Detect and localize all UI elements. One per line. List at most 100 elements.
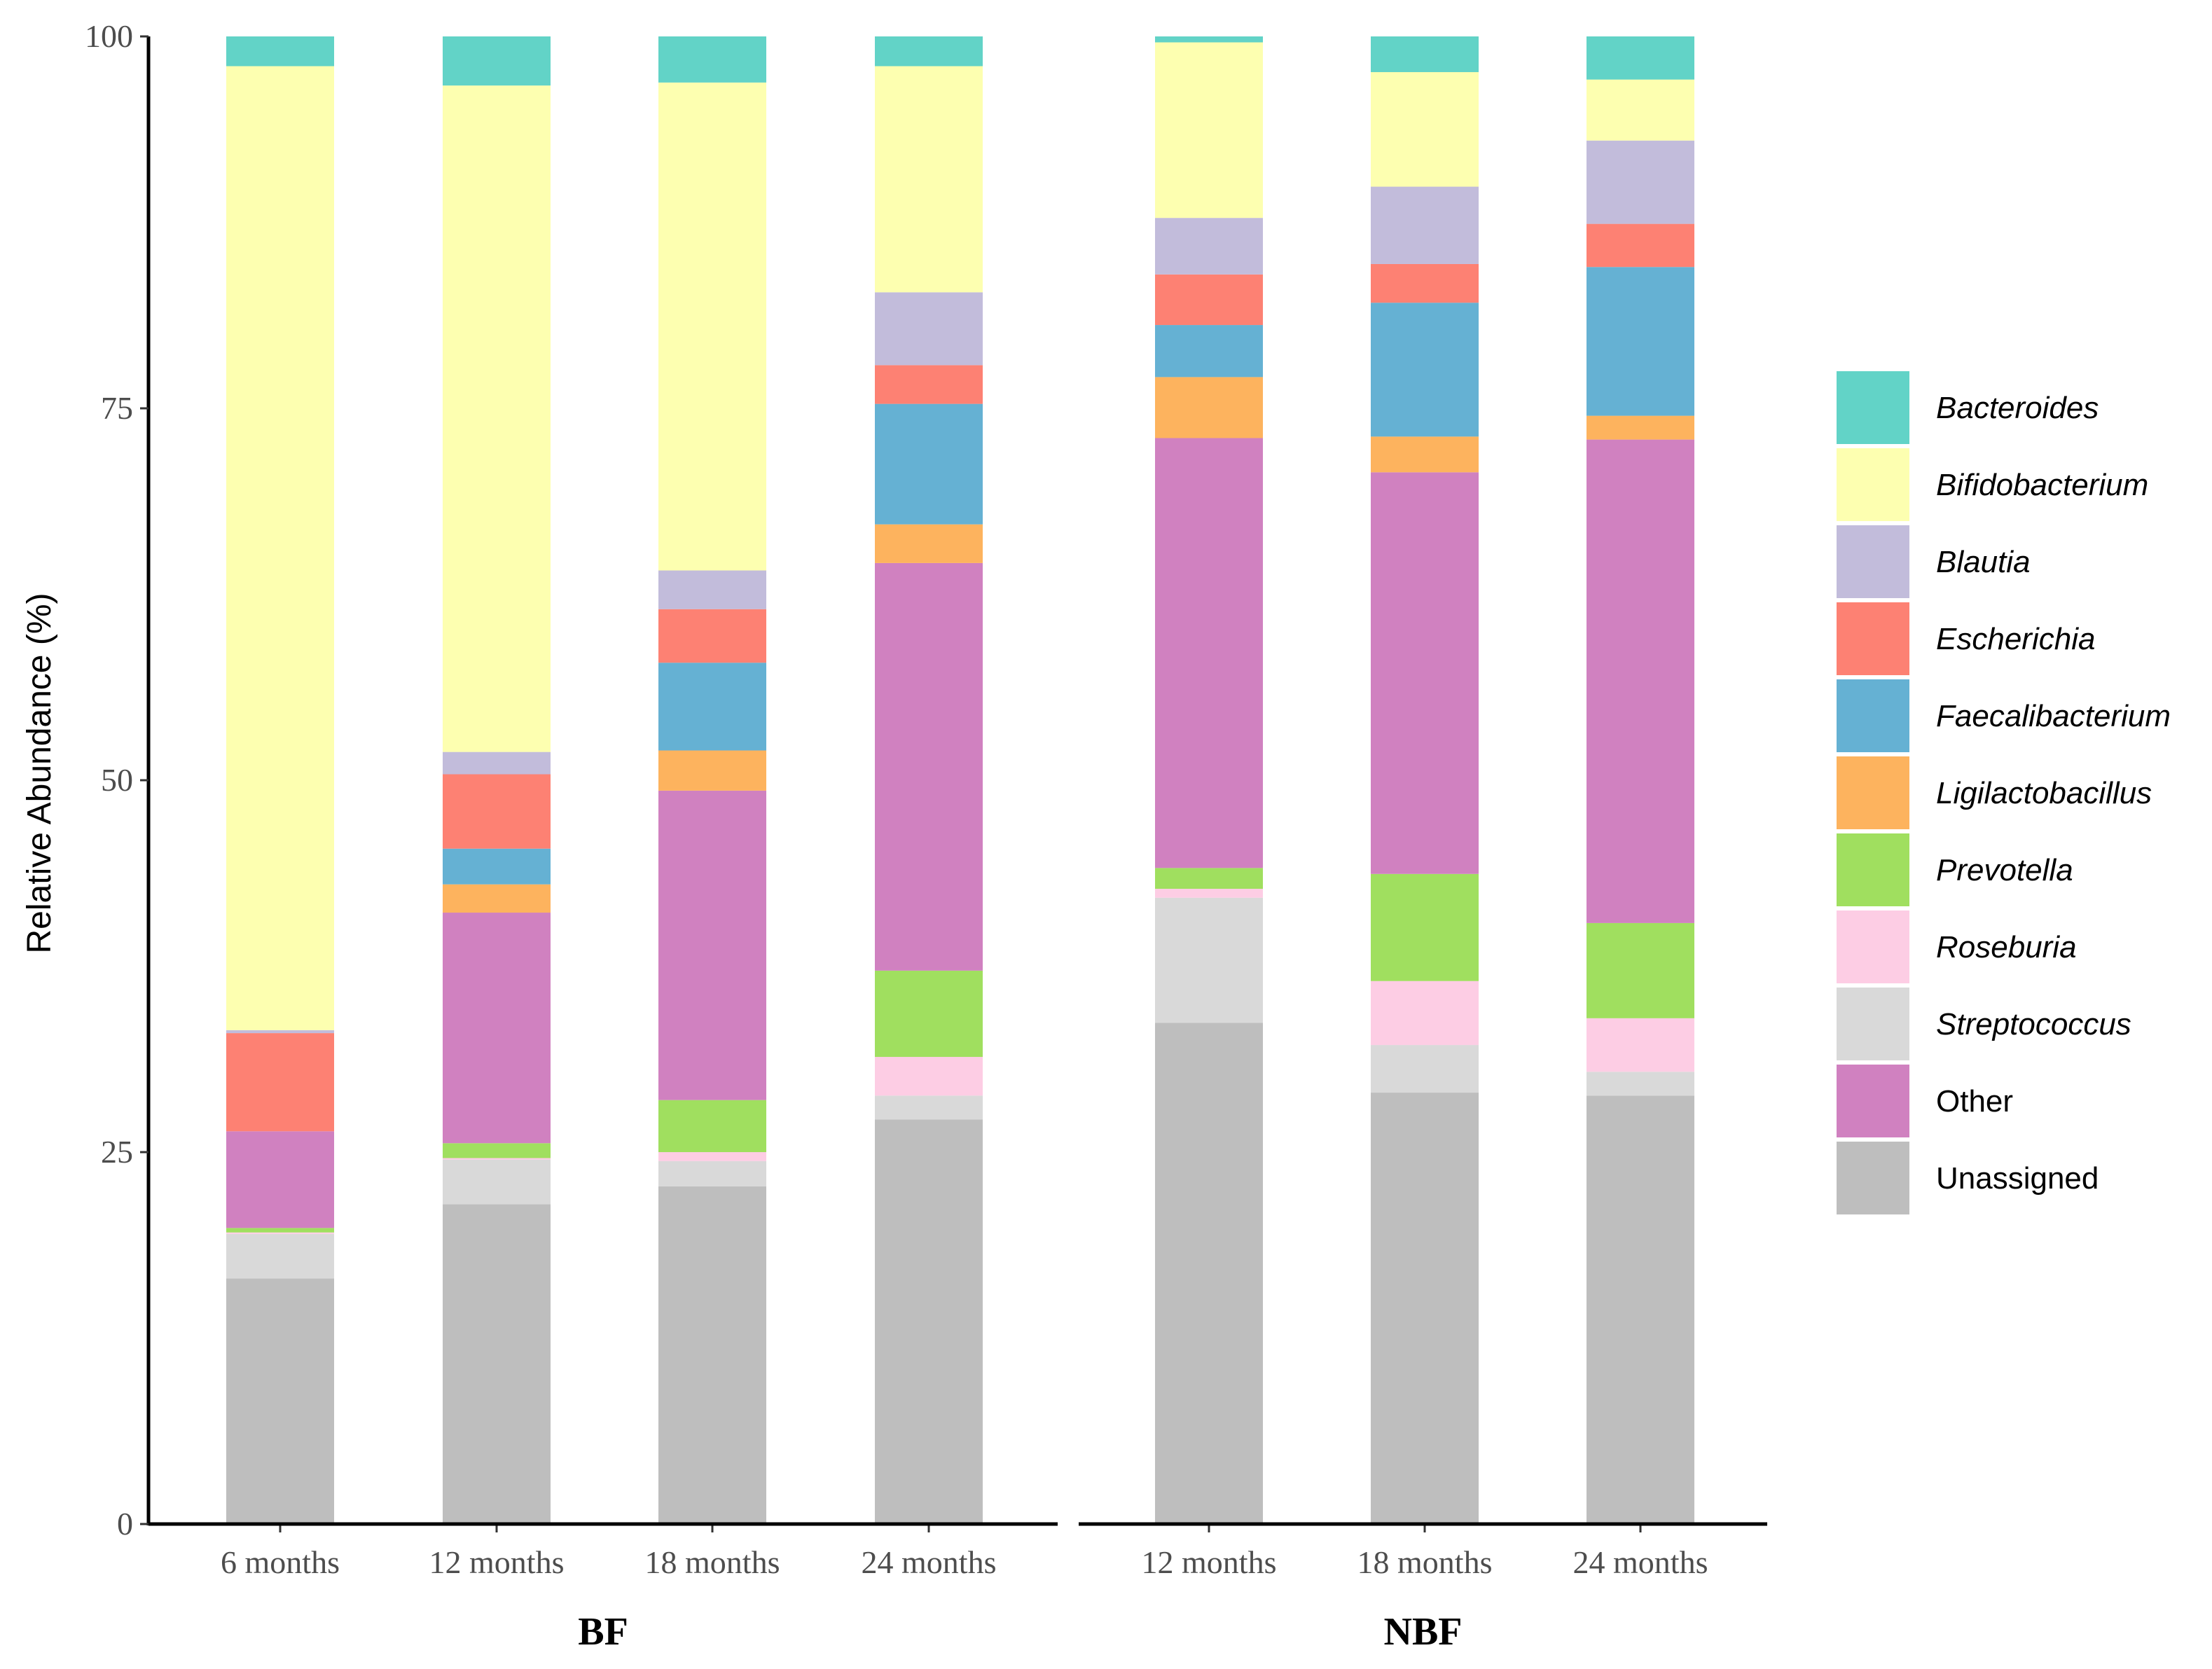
bar-segment-bf-18-months-other — [658, 790, 766, 1100]
legend-swatch-prevotella — [1837, 833, 1909, 906]
bar-segment-bf-24-months-unassigned — [875, 1119, 983, 1524]
y-tick-label: 25 — [101, 1134, 133, 1170]
x-tick-label: 12 months — [429, 1544, 565, 1580]
bar-segment-nbf-18-months-streptococcus — [1371, 1045, 1479, 1093]
bar-segment-bf-12-months-streptococcus — [443, 1159, 551, 1205]
legend-label-unassigned: Unassigned — [1936, 1161, 2099, 1196]
bar-segment-bf-12-months-blautia — [443, 752, 551, 775]
y-tick-label: 0 — [117, 1506, 133, 1542]
bar-segment-bf-18-months-bacteroides — [658, 36, 766, 83]
bar-segment-bf-24-months-bacteroides — [875, 36, 983, 67]
bar-segment-bf-24-months-prevotella — [875, 970, 983, 1058]
x-tick-label: 24 months — [1573, 1544, 1708, 1580]
x-tick-label: 24 months — [862, 1544, 997, 1580]
legend-label-ligilactobacillus: Ligilactobacillus — [1936, 776, 2152, 810]
legend-label-bifidobacterium: Bifidobacterium — [1936, 468, 2148, 502]
bar-segment-nbf-24-months-escherichia — [1587, 223, 1694, 268]
bar-segment-nbf-12-months-bifidobacterium — [1155, 42, 1263, 219]
bar-segment-bf-24-months-faecalibacterium — [875, 403, 983, 525]
bar-segment-bf-12-months-unassigned — [443, 1204, 551, 1524]
bar-segment-nbf-12-months-escherichia — [1155, 274, 1263, 326]
bar-segment-bf-6-months-bifidobacterium — [226, 66, 334, 1030]
facet-label-nbf: NBF — [1384, 1610, 1463, 1654]
bar-segment-bf-24-months-streptococcus — [875, 1095, 983, 1120]
bar-segment-bf-12-months-other — [443, 913, 551, 1144]
bar-segment-bf-18-months-unassigned — [658, 1186, 766, 1524]
legend-label-escherichia: Escherichia — [1936, 622, 2095, 656]
bar-segment-bf-6-months-streptococcus — [226, 1233, 334, 1279]
legend-label-prevotella: Prevotella — [1936, 853, 2073, 887]
facet-label-bf: BF — [578, 1610, 628, 1654]
legend-swatch-bifidobacterium — [1837, 448, 1909, 521]
bar-segment-nbf-12-months-faecalibacterium — [1155, 325, 1263, 378]
bar-segment-nbf-24-months-prevotella — [1587, 922, 1694, 1018]
legend-swatch-escherichia — [1837, 602, 1909, 675]
bar-segment-bf-12-months-ligilactobacillus — [443, 884, 551, 913]
bar-segment-nbf-18-months-escherichia — [1371, 263, 1479, 303]
bar-segment-nbf-18-months-other — [1371, 472, 1479, 874]
legend-label-roseburia: Roseburia — [1936, 930, 2077, 964]
bar-segment-bf-18-months-streptococcus — [658, 1161, 766, 1186]
bar-segment-bf-24-months-roseburia — [875, 1057, 983, 1096]
bar-segment-bf-24-months-bifidobacterium — [875, 66, 983, 293]
bar-segment-nbf-18-months-unassigned — [1371, 1093, 1479, 1524]
bar-segment-nbf-12-months-streptococcus — [1155, 897, 1263, 1023]
bar-segment-nbf-24-months-bacteroides — [1587, 36, 1694, 80]
bar-segment-bf-18-months-roseburia — [658, 1152, 766, 1161]
bar-segment-nbf-18-months-prevotella — [1371, 873, 1479, 981]
bar-segment-bf-18-months-escherichia — [658, 609, 766, 663]
text-layer: 6 months 12 months 18 months 24 months BF 12 … — [21, 18, 1708, 1654]
bar-segment-nbf-18-months-blautia — [1371, 186, 1479, 264]
bar-segment-bf-6-months-blautia — [226, 1030, 334, 1034]
bar-segment-bf-24-months-ligilactobacillus — [875, 524, 983, 563]
bar-segment-bf-24-months-escherichia — [875, 365, 983, 404]
bar-segment-bf-24-months-blautia — [875, 292, 983, 366]
bar-segment-bf-18-months-faecalibacterium — [658, 663, 766, 751]
legend-label-blautia: Blautia — [1936, 545, 2031, 579]
bar-segment-bf-12-months-faecalibacterium — [443, 848, 551, 885]
bar-segment-nbf-12-months-roseburia — [1155, 889, 1263, 898]
bar-segment-nbf-24-months-faecalibacterium — [1587, 267, 1694, 416]
bar-segment-bf-6-months-other — [226, 1131, 334, 1228]
x-tick-label: 18 months — [645, 1544, 780, 1580]
legend: Bacteroides Bifidobacterium Blautia Escheri… — [1837, 371, 2171, 1214]
legend-label-faecalibacterium: Faecalibacterium — [1936, 699, 2171, 733]
bar-segment-bf-12-months-prevotella — [443, 1143, 551, 1158]
bar-segment-bf-6-months-bacteroides — [226, 36, 334, 67]
bar-segment-bf-24-months-other — [875, 562, 983, 971]
bar-segment-nbf-12-months-prevotella — [1155, 868, 1263, 889]
legend-label-bacteroides: Bacteroides — [1936, 391, 2099, 425]
bar-segment-nbf-12-months-blautia — [1155, 218, 1263, 275]
legend-label-other: Other — [1936, 1084, 2013, 1119]
legend-swatch-blautia — [1837, 525, 1909, 598]
bar-segment-bf-18-months-prevotella — [658, 1100, 766, 1152]
y-tick-label: 75 — [101, 390, 133, 426]
legend-swatch-streptococcus — [1837, 988, 1909, 1060]
bar-segment-bf-18-months-ligilactobacillus — [658, 750, 766, 791]
x-tick-label: 6 months — [221, 1544, 340, 1580]
bar-segment-bf-6-months-unassigned — [226, 1278, 334, 1524]
bar-segment-bf-6-months-prevotella — [226, 1228, 334, 1233]
bars-layer — [226, 36, 1694, 1524]
legend-swatch-faecalibacterium — [1837, 679, 1909, 752]
bar-segment-nbf-24-months-streptococcus — [1587, 1072, 1694, 1096]
bar-segment-nbf-18-months-bacteroides — [1371, 36, 1479, 72]
bar-segment-nbf-18-months-bifidobacterium — [1371, 71, 1479, 187]
bar-segment-bf-12-months-bacteroides — [443, 36, 551, 86]
bar-segment-nbf-24-months-blautia — [1587, 140, 1694, 224]
bar-segment-bf-6-months-roseburia — [226, 1232, 334, 1234]
legend-swatch-bacteroides — [1837, 371, 1909, 444]
legend-swatch-unassigned — [1837, 1142, 1909, 1214]
y-tick-label: 100 — [85, 18, 133, 54]
y-tick-label: 50 — [101, 762, 133, 798]
bar-segment-nbf-24-months-unassigned — [1587, 1095, 1694, 1524]
bar-segment-nbf-18-months-ligilactobacillus — [1371, 436, 1479, 473]
legend-label-streptococcus: Streptococcus — [1936, 1007, 2131, 1041]
bar-segment-bf-12-months-escherichia — [443, 774, 551, 849]
bar-segment-nbf-12-months-bacteroides — [1155, 36, 1263, 43]
bar-segment-nbf-12-months-other — [1155, 438, 1263, 868]
bar-segment-nbf-24-months-roseburia — [1587, 1018, 1694, 1072]
legend-swatch-roseburia — [1837, 910, 1909, 983]
legend-swatch-other — [1837, 1065, 1909, 1137]
